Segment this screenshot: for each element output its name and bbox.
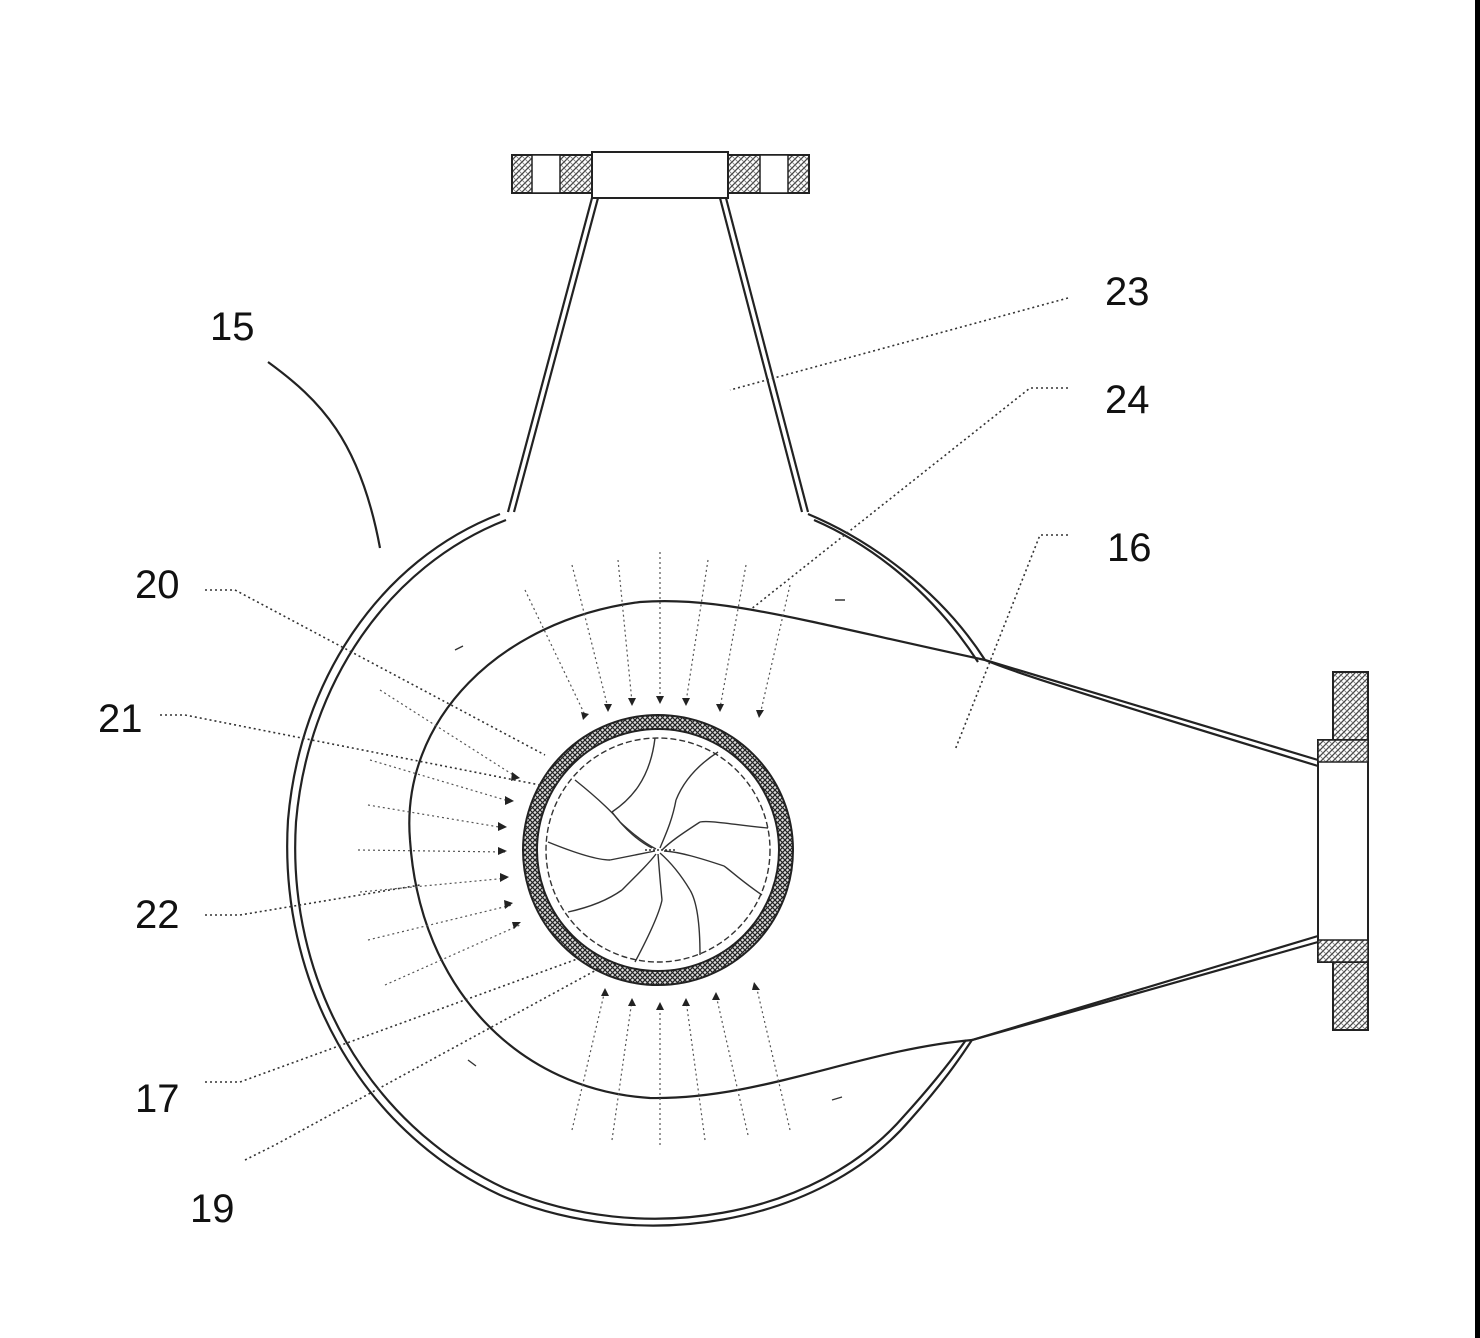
label-15: 15: [210, 305, 255, 349]
label-20: 20: [135, 563, 180, 607]
top-nozzle: [508, 198, 808, 512]
reference-numerals: 15 23 24 16 20 21 22 17 19: [98, 270, 1152, 1231]
top-flange: [512, 152, 809, 198]
impeller: [546, 738, 770, 962]
right-edge-bar: [1475, 0, 1480, 1338]
label-23: 23: [1105, 270, 1150, 314]
label-17: 17: [135, 1077, 180, 1121]
label-21: 21: [98, 697, 143, 741]
label-22: 22: [135, 893, 180, 937]
label-19: 19: [190, 1187, 235, 1231]
leader-15: [268, 362, 380, 548]
flow-lines: [358, 552, 790, 1145]
outer-volute-casing: [287, 514, 985, 1226]
label-24: 24: [1105, 378, 1150, 422]
label-16: 16: [1107, 526, 1152, 570]
side-flange: [1318, 672, 1368, 1030]
